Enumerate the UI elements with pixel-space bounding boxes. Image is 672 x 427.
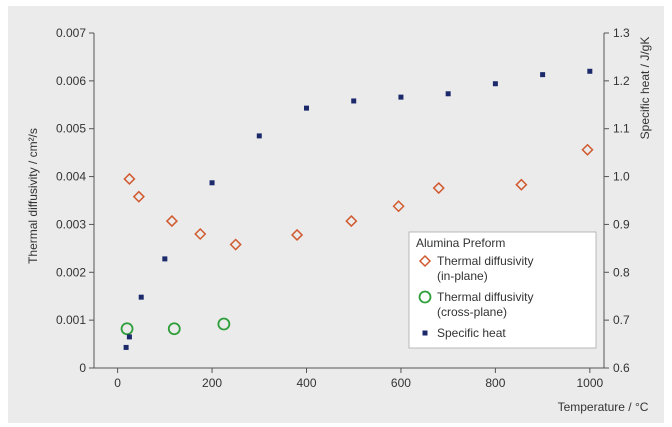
data-point	[217, 317, 231, 331]
y-right-tick-label: 1.3	[613, 26, 630, 40]
x-axis-title: Temperature / °C	[558, 400, 649, 414]
y-left-tick-label: 0.003	[56, 217, 86, 231]
legend: Alumina Preform Thermal diffusivity(in-p…	[408, 231, 597, 349]
data-point	[120, 322, 134, 336]
x-tick-label: 200	[202, 376, 222, 390]
legend-title: Alumina Preform	[416, 236, 505, 250]
axes-group	[93, 33, 605, 369]
data-point	[587, 68, 593, 74]
data-point	[229, 238, 242, 251]
ticks-group: 0 200 400 600 800 1000 0 0.001 0.002 0.003 0.004 0.…	[56, 26, 630, 390]
x-tick-label: 600	[391, 376, 411, 390]
y-left-tick-label: 0	[79, 361, 86, 375]
y-right-tick-label: 0.7	[613, 313, 630, 327]
x-tick-label: 400	[296, 376, 316, 390]
data-point	[432, 181, 445, 195]
data-point	[345, 215, 358, 228]
data-point	[290, 228, 304, 242]
y-left-tick-label: 0.007	[56, 26, 86, 40]
y-right-tick-label: 1.2	[613, 74, 630, 88]
series-2	[120, 317, 231, 336]
x-tick-label: 1000	[576, 376, 603, 390]
x-tick-label: 800	[485, 376, 505, 390]
y-right-tick-label: 1.0	[613, 170, 630, 184]
y-right-tick-label: 1.1	[613, 122, 630, 136]
data-point	[209, 180, 215, 186]
y-left-tick-label: 0.005	[56, 122, 86, 136]
y-left-axis-title: Thermal diffusivity / cm²/s	[26, 128, 40, 264]
legend-label-2: (cross-plane)	[437, 305, 507, 319]
data-point	[392, 200, 405, 213]
series-3	[123, 68, 593, 350]
data-point	[126, 334, 132, 340]
y-left-tick-label: 0.004	[56, 170, 86, 184]
data-point	[167, 322, 181, 336]
data-point	[194, 227, 207, 241]
legend-swatch-2	[418, 290, 432, 304]
data-point	[256, 133, 262, 139]
legend-box	[408, 231, 597, 349]
data-point	[304, 105, 309, 111]
legend-label-2: Thermal diffusivity	[437, 290, 533, 304]
data-point	[581, 143, 594, 156]
y-right-tick-label: 0.6	[613, 361, 630, 375]
data-point	[445, 91, 451, 97]
data-point	[162, 256, 168, 262]
legend-label-3: Specific heat	[437, 326, 506, 340]
data-point	[515, 178, 528, 191]
data-point	[138, 294, 144, 300]
y-right-axis-title: Specific heat / J/gK	[638, 37, 652, 140]
chart-panel: 0 200 400 600 800 1000 0 0.001 0.002 0.003 0.004 0.…	[8, 6, 664, 423]
data-point	[492, 81, 498, 87]
data-point	[398, 94, 404, 100]
y-right-tick-label: 0.8	[613, 265, 630, 279]
data-marks-group	[120, 68, 594, 350]
data-point	[123, 172, 136, 186]
legend-label-1: (in-plane)	[437, 269, 488, 283]
y-left-tick-label: 0.006	[56, 74, 86, 88]
y-right-tick-label: 0.9	[613, 217, 630, 231]
series-1	[123, 143, 594, 251]
y-left-tick-label: 0.002	[56, 265, 86, 279]
legend-swatch-3	[422, 330, 428, 336]
legend-label-1: Thermal diffusivity	[437, 254, 533, 268]
data-point	[351, 98, 357, 104]
data-point	[123, 344, 129, 350]
chart-svg: 0 200 400 600 800 1000 0 0.001 0.002 0.003 0.004 0.…	[26, 26, 652, 414]
legend-swatch-1	[418, 254, 432, 268]
data-point	[165, 215, 178, 228]
data-point	[132, 190, 145, 203]
x-tick-label: 0	[114, 376, 121, 390]
data-point	[540, 72, 546, 78]
y-left-tick-label: 0.001	[56, 313, 86, 327]
